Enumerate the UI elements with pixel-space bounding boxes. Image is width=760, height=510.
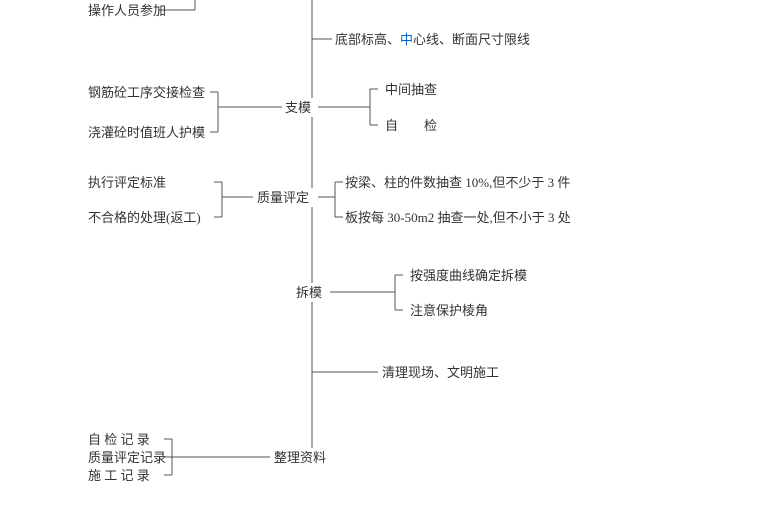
- node-chaimu-right-1: 按强度曲线确定拆模: [410, 268, 527, 284]
- node-zhimo-left-1: 钢筋砼工序交接检查: [88, 85, 205, 101]
- node-zhimo: 支模: [285, 100, 311, 116]
- node-zhengli: 整理资料: [274, 450, 326, 466]
- node-zhengli-left-1: 自 检 记 录: [88, 432, 150, 448]
- node-zhiliang-right-2: 板按每 30-50m2 抽查一处,但不小于 3 处: [345, 210, 571, 226]
- node-zhengli-left-3: 施 工 记 录: [88, 468, 150, 484]
- node-zhimo-right-2: 自 检: [385, 118, 437, 134]
- node-zhiliang-right-1: 按梁、柱的件数抽查 10%,但不少于 3 件: [345, 175, 570, 191]
- text-highlight: 中: [400, 32, 413, 47]
- node-bottom-elevation-detail: 底部标高、中心线、断面尺寸限线: [335, 32, 530, 48]
- node-operator-join: 操作人员参加: [88, 3, 166, 19]
- node-zhengli-left-2: 质量评定记录: [88, 450, 166, 466]
- node-chaimu-right-2: 注意保护棱角: [410, 303, 488, 319]
- node-zhimo-left-2: 浇灌砼时值班人护模: [88, 125, 205, 141]
- node-zhimo-right-1: 中间抽查: [385, 82, 437, 98]
- node-chaimu: 拆模: [296, 285, 322, 301]
- node-zhiliang-left-1: 执行评定标准: [88, 175, 166, 191]
- text-suffix: 心线、断面尺寸限线: [413, 32, 530, 47]
- node-zhiliang-left-2: 不合格的处理(返工): [88, 210, 201, 226]
- node-zhiliang: 质量评定: [257, 190, 309, 206]
- text-prefix: 底部标高、: [335, 32, 400, 47]
- node-qingli: 清理现场、文明施工: [382, 365, 499, 381]
